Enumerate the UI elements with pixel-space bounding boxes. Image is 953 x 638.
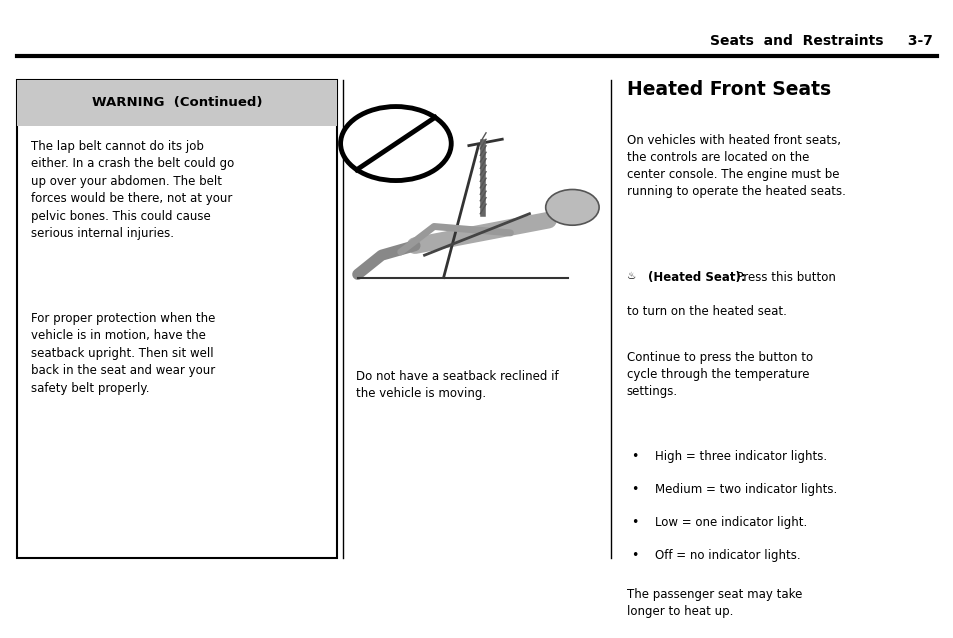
Text: Do not have a seatback reclined if
the vehicle is moving.: Do not have a seatback reclined if the v… bbox=[355, 370, 558, 400]
Text: High = three indicator lights.: High = three indicator lights. bbox=[655, 450, 826, 463]
Text: •: • bbox=[631, 450, 639, 463]
Circle shape bbox=[545, 189, 598, 225]
Text: •: • bbox=[631, 483, 639, 496]
Text: For proper protection when the
vehicle is in motion, have the
seatback upright. : For proper protection when the vehicle i… bbox=[30, 312, 214, 395]
Text: •: • bbox=[631, 516, 639, 529]
Text: The passenger seat may take
longer to heat up.: The passenger seat may take longer to he… bbox=[626, 588, 801, 618]
Text: Press this button: Press this button bbox=[728, 271, 835, 284]
Text: Off = no indicator lights.: Off = no indicator lights. bbox=[655, 549, 801, 562]
Text: ♨: ♨ bbox=[626, 271, 636, 281]
Text: Seats  and  Restraints     3-7: Seats and Restraints 3-7 bbox=[709, 34, 932, 48]
Text: (Heated Seat):: (Heated Seat): bbox=[647, 271, 744, 284]
Text: Low = one indicator light.: Low = one indicator light. bbox=[655, 516, 807, 529]
Bar bbox=[17, 80, 336, 126]
Text: •: • bbox=[631, 549, 639, 562]
Text: WARNING  (Continued): WARNING (Continued) bbox=[91, 96, 262, 109]
Circle shape bbox=[340, 107, 451, 181]
Text: The lap belt cannot do its job
either. In a crash the belt could go
up over your: The lap belt cannot do its job either. I… bbox=[30, 140, 233, 241]
Text: On vehicles with heated front seats,
the controls are located on the
center cons: On vehicles with heated front seats, the… bbox=[626, 134, 844, 198]
Text: to turn on the heated seat.: to turn on the heated seat. bbox=[626, 305, 786, 318]
Text: Heated Front Seats: Heated Front Seats bbox=[626, 80, 830, 99]
Bar bbox=[17, 80, 336, 558]
Text: Continue to press the button to
cycle through the temperature
settings.: Continue to press the button to cycle th… bbox=[626, 351, 812, 398]
Text: Medium = two indicator lights.: Medium = two indicator lights. bbox=[655, 483, 837, 496]
